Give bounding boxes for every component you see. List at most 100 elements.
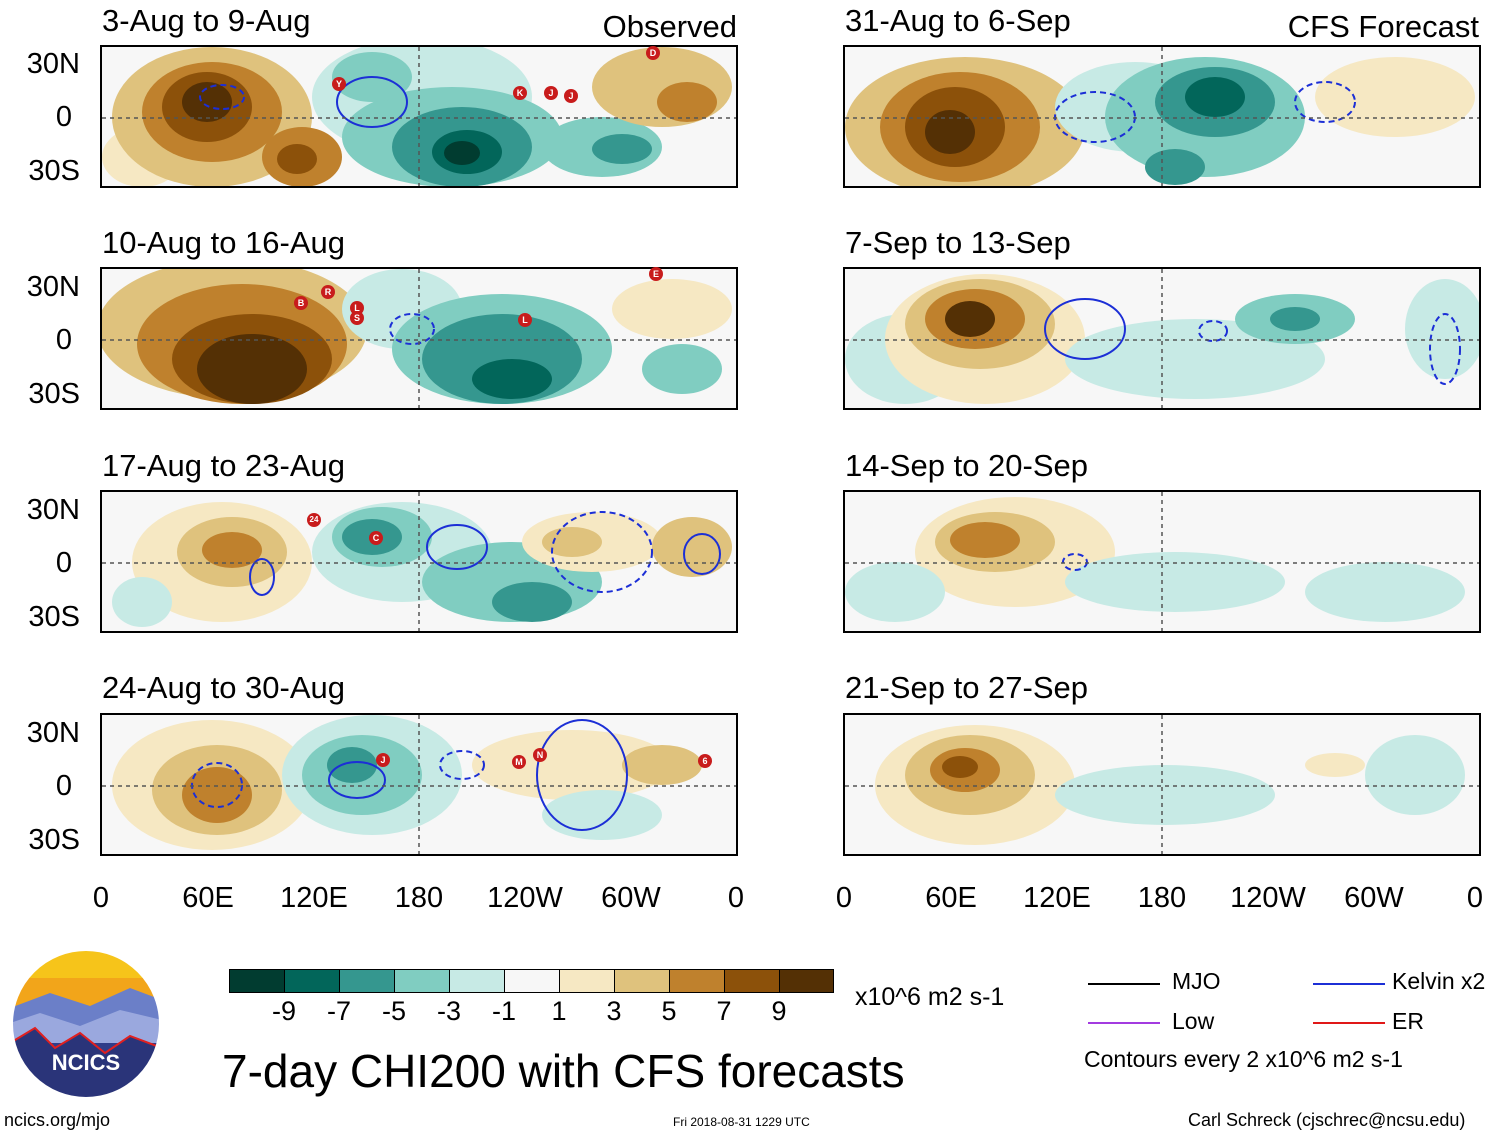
map-panel <box>843 713 1481 856</box>
storm-marker: D <box>646 46 660 60</box>
panel-title: 7-Sep to 13-Sep <box>845 225 1071 260</box>
colorbar-label: -7 <box>326 996 351 1026</box>
ncics-logo: NCICS <box>10 948 162 1100</box>
y-label: 30S <box>28 824 80 856</box>
colorbar-label: 9 <box>771 996 787 1026</box>
map-panel <box>843 267 1481 410</box>
storm-marker: R <box>321 285 335 299</box>
x-label: 60W <box>601 882 661 914</box>
map-panel <box>100 713 738 856</box>
colorbar-swatch <box>614 969 670 993</box>
x-label: 120E <box>1023 882 1091 914</box>
legend-line-mjo <box>1088 983 1160 985</box>
colorbar-swatch <box>229 969 285 993</box>
colorbar-label: -9 <box>271 996 296 1026</box>
footer-author: Carl Schreck (cjschrec@ncsu.edu) <box>1188 1110 1466 1130</box>
storm-marker: N <box>533 748 547 762</box>
colorbar-label: 3 <box>606 996 622 1026</box>
x-label: 180 <box>394 882 444 914</box>
storm-marker: J <box>544 86 558 100</box>
anomaly-map <box>845 269 1479 408</box>
y-label: 0 <box>55 770 72 802</box>
colorbar-units: x10^6 m2 s-1 <box>855 983 1005 1011</box>
colorbar-swatch <box>504 969 560 993</box>
storm-marker: J <box>376 753 390 767</box>
y-label: 30N <box>26 717 80 749</box>
colorbar-swatch <box>559 969 615 993</box>
anomaly-map <box>102 492 736 631</box>
panel-tag-forecast: CFS Forecast <box>1287 9 1479 44</box>
map-panel <box>843 490 1481 633</box>
storm-marker: E <box>649 267 663 281</box>
colorbar-label: 5 <box>661 996 677 1026</box>
legend-line-er <box>1313 1022 1385 1024</box>
anomaly-map <box>845 715 1479 854</box>
legend-line-kelvin <box>1313 983 1385 985</box>
legend-label-low: Low <box>1172 1008 1215 1034</box>
colorbar-swatch <box>284 969 340 993</box>
storm-marker: 24 <box>307 513 321 527</box>
colorbar-swatch <box>779 969 834 993</box>
y-label: 30S <box>28 155 80 187</box>
anomaly-map <box>845 492 1479 631</box>
legend-line-low <box>1088 1022 1160 1024</box>
x-label: 0 <box>1466 882 1484 914</box>
x-label: 120W <box>487 882 563 914</box>
colorbar-swatch <box>339 969 395 993</box>
storm-marker: K <box>513 86 527 100</box>
x-label: 60W <box>1344 882 1404 914</box>
y-label: 0 <box>55 547 72 579</box>
legend-label-kelvin: Kelvin x2 <box>1392 968 1486 994</box>
legend-label-er: ER <box>1392 1008 1424 1034</box>
panel-title: 24-Aug to 30-Aug <box>102 670 346 705</box>
storm-marker: S <box>350 311 364 325</box>
panel-title: 14-Sep to 20-Sep <box>845 448 1089 483</box>
footer-timestamp: Fri 2018-08-31 1229 UTC <box>673 1115 810 1129</box>
anomaly-map <box>102 715 736 854</box>
y-label: 0 <box>55 101 72 133</box>
map-panel <box>100 267 738 410</box>
storm-marker: B <box>294 296 308 310</box>
legend-label-mjo: MJO <box>1172 968 1221 994</box>
colorbar-swatch <box>724 969 780 993</box>
panel-tag-observed: Observed <box>602 9 737 44</box>
colorbar-swatch <box>449 969 505 993</box>
panel-title: 21-Sep to 27-Sep <box>845 670 1089 705</box>
colorbar <box>229 969 834 993</box>
colorbar-label: -1 <box>491 996 516 1026</box>
panel-title: 3-Aug to 9-Aug <box>102 3 311 38</box>
y-label: 30S <box>28 601 80 633</box>
storm-marker: Y <box>332 77 346 91</box>
legend-note: Contours every 2 x10^6 m2 s-1 <box>1084 1046 1403 1072</box>
x-label: 120E <box>280 882 348 914</box>
storm-marker: M <box>512 755 526 769</box>
colorbar-label: 7 <box>716 996 732 1026</box>
y-label: 30N <box>26 494 80 526</box>
main-title: 7-day CHI200 with CFS forecasts <box>222 1045 905 1097</box>
x-label: 0 <box>92 882 110 914</box>
x-label: 120W <box>1230 882 1306 914</box>
x-label: 60E <box>925 882 977 914</box>
x-label: 0 <box>835 882 853 914</box>
colorbar-swatch <box>394 969 450 993</box>
colorbar-swatch <box>669 969 725 993</box>
storm-marker: C <box>369 531 383 545</box>
footer-url: ncics.org/mjo <box>4 1110 111 1130</box>
anomaly-map <box>845 47 1479 186</box>
map-panel <box>843 45 1481 188</box>
panel-title: 10-Aug to 16-Aug <box>102 225 346 260</box>
map-panel <box>100 45 738 188</box>
panel-title: 31-Aug to 6-Sep <box>845 3 1071 38</box>
anomaly-map <box>102 269 736 408</box>
map-panel <box>100 490 738 633</box>
y-label: 30N <box>26 48 80 80</box>
colorbar-label: -5 <box>381 996 406 1026</box>
y-label: 30S <box>28 378 80 410</box>
storm-marker: 6 <box>698 754 712 768</box>
x-label: 60E <box>182 882 234 914</box>
colorbar-label: 1 <box>551 996 567 1026</box>
y-label: 30N <box>26 271 80 303</box>
storm-marker: J <box>564 89 578 103</box>
logo-text: NCICS <box>52 1050 120 1075</box>
storm-marker: L <box>518 313 532 327</box>
